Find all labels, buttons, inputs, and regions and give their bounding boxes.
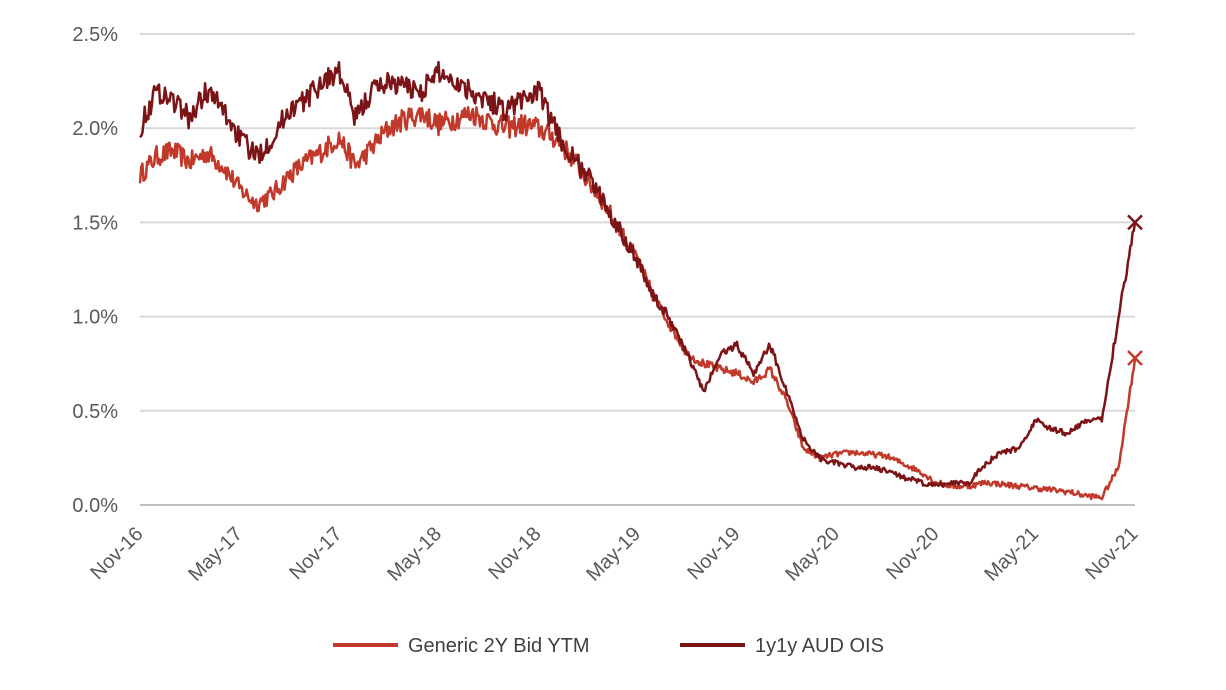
legend-label-series-1: Generic 2Y Bid YTM <box>408 635 590 657</box>
y-tick-label: 0.0% <box>72 495 118 517</box>
x-tick-label: Nov-16 <box>86 523 147 584</box>
y-tick-label: 0.5% <box>72 401 118 423</box>
y-tick-label: 1.5% <box>72 212 118 234</box>
x-tick-label: May-17 <box>184 523 247 586</box>
x-tick-label: Nov-20 <box>882 523 943 584</box>
x-tick-label: May-20 <box>781 523 844 586</box>
x-tick-label: Nov-17 <box>285 523 346 584</box>
series-line-1 <box>138 105 1137 501</box>
y-tick-label: 2.5% <box>72 24 118 46</box>
x-tick-label: Nov-21 <box>1081 523 1142 584</box>
x-tick-label: Nov-18 <box>484 523 545 584</box>
series-end-marker-1 <box>1127 350 1143 366</box>
x-tick-label: May-21 <box>980 523 1043 586</box>
gridlines <box>140 33 1135 506</box>
x-tick-label: May-18 <box>383 523 446 586</box>
y-axis: 0.0% 0.5% 1.0% 1.5% 2.0% 2.5% <box>72 24 118 517</box>
x-axis: Nov-16 May-17 Nov-17 May-18 Nov-18 May-19 Nov-… <box>86 523 1142 586</box>
x-tick-label: Nov-19 <box>683 523 744 584</box>
series-line-2 <box>139 60 1137 488</box>
x-tick-label: May-19 <box>582 523 645 586</box>
y-tick-label: 1.0% <box>72 307 118 329</box>
legend: Generic 2Y Bid YTM 1y1y AUD OIS <box>333 635 884 657</box>
y-tick-label: 2.0% <box>72 118 118 140</box>
series-end-marker-2 <box>1127 214 1143 231</box>
series-layer <box>138 60 1143 501</box>
legend-label-series-2: 1y1y AUD OIS <box>755 635 884 657</box>
